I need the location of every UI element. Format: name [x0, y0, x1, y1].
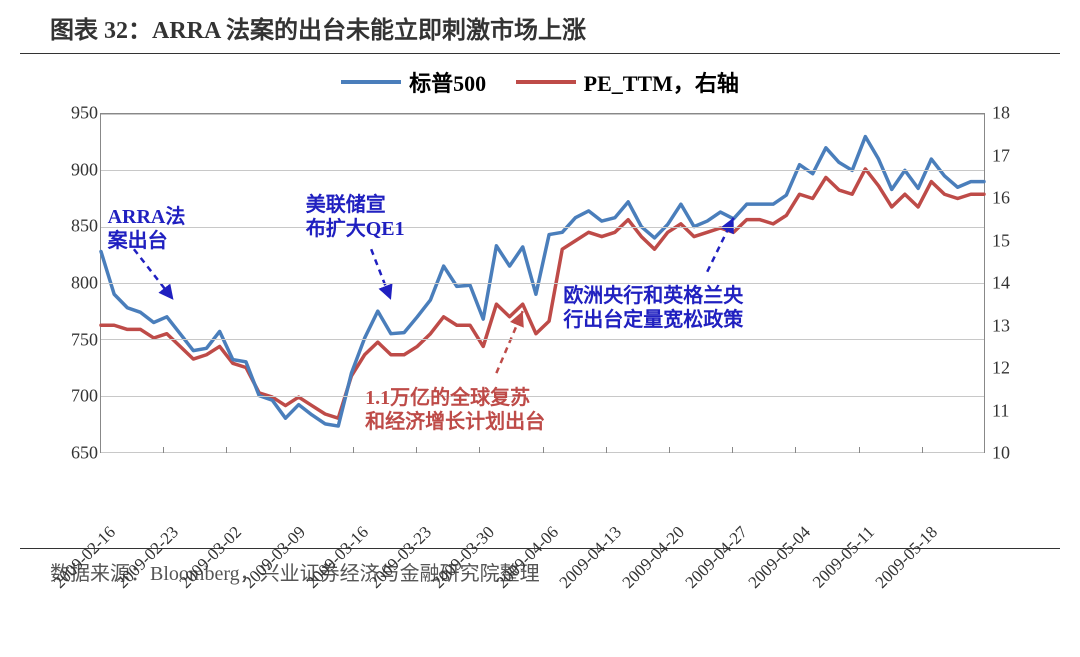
x-tick — [922, 447, 923, 453]
line-sp500 — [101, 137, 984, 426]
y-left-tick-label: 800 — [50, 273, 98, 294]
y-left-tick-label: 700 — [50, 386, 98, 407]
x-tick — [669, 447, 670, 453]
x-tick — [226, 447, 227, 453]
x-tick — [859, 447, 860, 453]
line-pettm — [101, 169, 984, 418]
legend-item-pettm: PE_TTM，右轴 — [516, 66, 739, 98]
y-left-tick-label: 950 — [50, 103, 98, 124]
y-right-tick-label: 12 — [992, 358, 1040, 379]
y-right-tick-label: 16 — [992, 188, 1040, 209]
x-tick — [353, 447, 354, 453]
x-tick — [606, 447, 607, 453]
x-tick — [795, 447, 796, 453]
y-left-tick-label: 750 — [50, 329, 98, 350]
legend-swatch-sp500 — [341, 80, 401, 84]
x-tick — [163, 447, 164, 453]
y-left-tick-label: 850 — [50, 216, 98, 237]
y-right-tick-label: 11 — [992, 400, 1040, 421]
y-right-axis-labels: 101112131415161718 — [992, 113, 1040, 453]
y-right-tick-label: 17 — [992, 145, 1040, 166]
gridline — [101, 396, 984, 397]
annotation-arrow — [496, 311, 522, 373]
gridline — [101, 114, 984, 115]
y-left-tick-label: 650 — [50, 443, 98, 464]
y-left-axis-labels: 650700750800850900950 — [50, 113, 98, 453]
y-right-tick-label: 10 — [992, 443, 1040, 464]
chart-area: 650 700 750 800 850 900 950 10 11 12 13 14 15 16 17 18… — [50, 103, 1040, 548]
legend-label-sp500: 标普500 — [409, 66, 486, 98]
legend-swatch-pettm — [516, 80, 576, 84]
plot-area: ARRA法案出台美联储宣布扩大QE1欧洲央行和英格兰央行出台定量宽松政策1.1万… — [100, 113, 985, 453]
x-tick — [290, 447, 291, 453]
y-left-tick-label: 900 — [50, 159, 98, 180]
x-axis-labels: 2009-02-162009-02-232009-03-022009-03-09… — [100, 453, 985, 548]
y-right-tick-label: 18 — [992, 103, 1040, 124]
x-tick — [479, 447, 480, 453]
gridline — [101, 170, 984, 171]
annotation-arrow — [371, 249, 391, 300]
gridline — [101, 339, 984, 340]
annotation-arrow — [134, 249, 174, 300]
x-tick — [732, 447, 733, 453]
legend: 标普500 PE_TTM，右轴 — [0, 54, 1080, 103]
y-right-tick-label: 13 — [992, 315, 1040, 336]
x-tick — [100, 447, 101, 453]
figure-caption: 图表 32：ARRA 法案的出台未能立即刺激市场上涨 — [20, 0, 1060, 54]
legend-item-sp500: 标普500 — [341, 66, 486, 98]
x-tick — [416, 447, 417, 453]
gridline — [101, 283, 984, 284]
legend-label-pettm: PE_TTM，右轴 — [584, 66, 739, 98]
y-right-tick-label: 14 — [992, 273, 1040, 294]
gridline — [101, 227, 984, 228]
y-right-tick-label: 15 — [992, 230, 1040, 251]
x-tick — [543, 447, 544, 453]
